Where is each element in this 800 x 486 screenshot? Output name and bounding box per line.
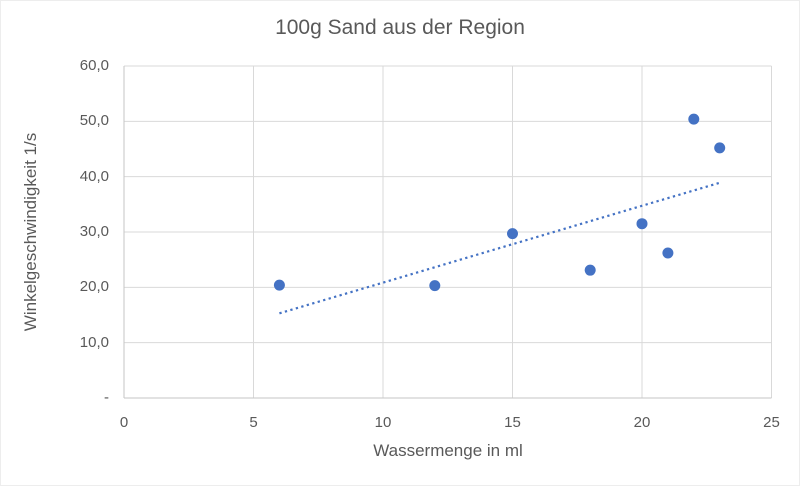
y-tick-label: - [104, 389, 109, 406]
x-tick-label: 0 [119, 414, 129, 431]
y-tick-label: 60,0 [79, 57, 109, 74]
data-point [273, 279, 285, 291]
y-tick-label: 30,0 [79, 223, 109, 240]
data-point [429, 280, 441, 292]
x-tick-label: 20 [633, 414, 651, 431]
data-point [662, 247, 674, 259]
y-tick-label: 20,0 [79, 278, 109, 296]
data-point [688, 113, 700, 125]
trendline [279, 181, 721, 315]
x-tick-label: 25 [763, 414, 780, 431]
x-axis-title: Wassermenge in ml [373, 441, 523, 460]
y-tick-label: 10,0 [79, 333, 109, 351]
data-point [584, 264, 596, 276]
x-tick-label: 10 [374, 414, 392, 431]
x-tick-label: 5 [249, 414, 258, 431]
data-point [714, 142, 726, 154]
data-point [507, 228, 518, 240]
y-tick-label: 50,0 [79, 112, 109, 130]
x-tick-label: 15 [504, 414, 521, 431]
y-tick-label: 40,0 [79, 167, 109, 185]
data-point [636, 218, 648, 230]
chart-title: 100g Sand aus der Region [275, 16, 525, 39]
